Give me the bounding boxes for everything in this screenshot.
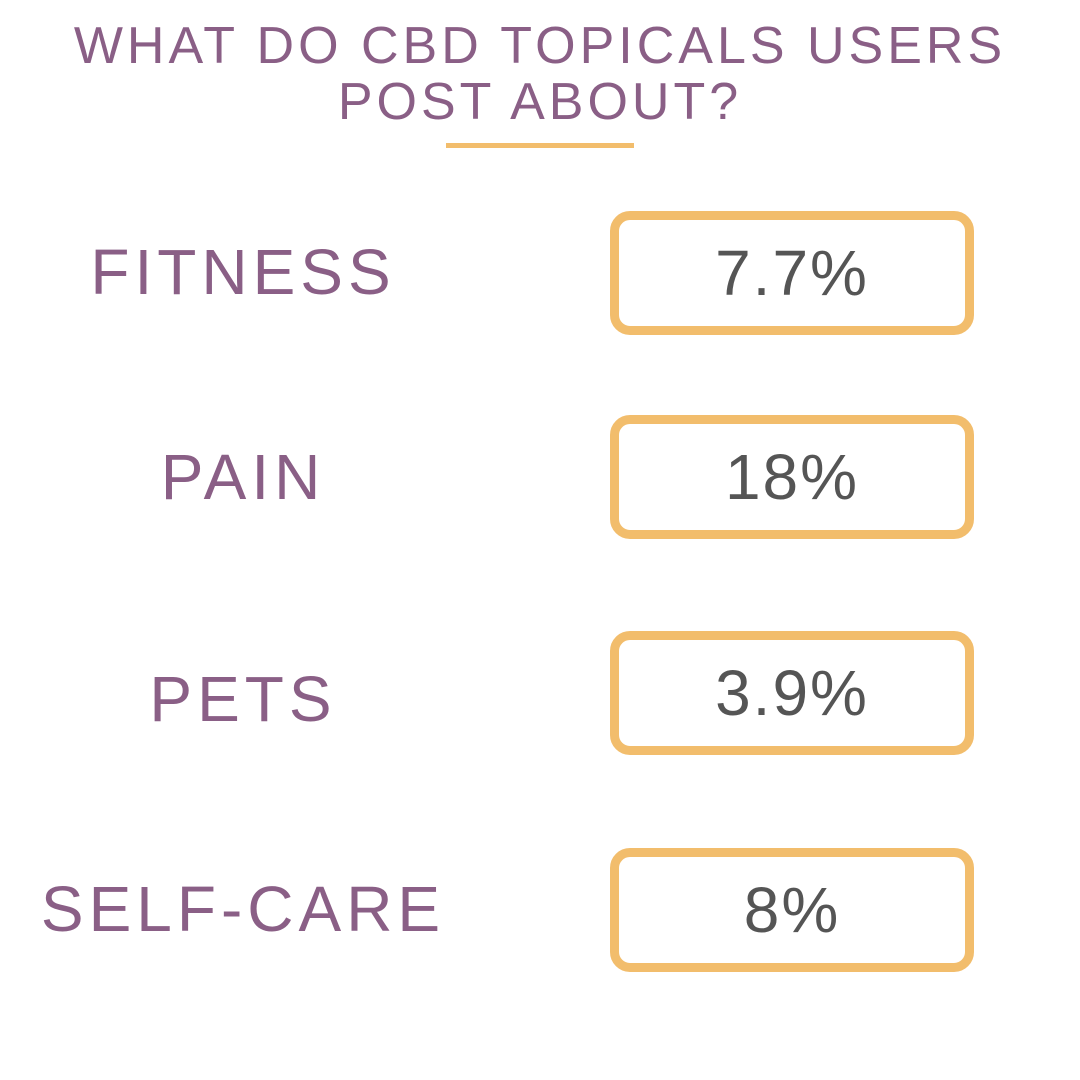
row-label-self-care: SELF-CARE bbox=[40, 873, 446, 945]
row-value-box-fitness: 7.7% bbox=[610, 211, 974, 335]
title-line-1: WHAT DO CBD TOPICALS USERS bbox=[73, 17, 1007, 75]
row-label-fitness: FITNESS bbox=[90, 236, 396, 308]
title-underline bbox=[446, 143, 634, 148]
row-value-box-pets: 3.9% bbox=[610, 631, 974, 755]
row-value-pets: 3.9% bbox=[715, 657, 869, 729]
row-value-box-pain: 18% bbox=[610, 415, 974, 539]
page-title: WHAT DO CBD TOPICALS USERS POST ABOUT? bbox=[0, 18, 1080, 130]
title-line-2: POST ABOUT? bbox=[337, 73, 743, 131]
row-label-pain: PAIN bbox=[160, 441, 326, 513]
row-value-box-self-care: 8% bbox=[610, 848, 974, 972]
row-label-pets: PETS bbox=[149, 663, 337, 735]
row-value-fitness: 7.7% bbox=[715, 237, 869, 309]
row-value-self-care: 8% bbox=[743, 874, 841, 946]
row-value-pain: 18% bbox=[724, 441, 860, 513]
